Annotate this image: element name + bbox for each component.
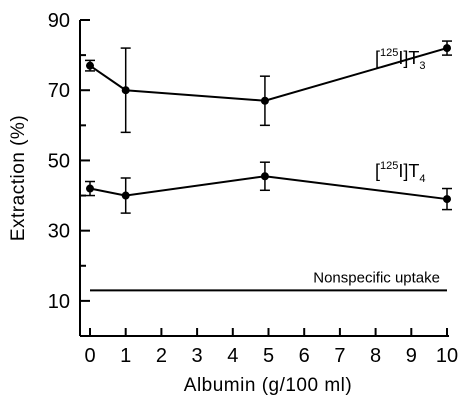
x-tick-label-1: 1 (120, 345, 131, 367)
x-tick-label-6: 6 (299, 345, 310, 367)
series-1-line (89, 47, 448, 102)
series-2-point-3 (443, 195, 451, 204)
series-1-label: [125I]T3 (375, 47, 426, 72)
series-1-point-0 (86, 61, 94, 70)
series-2-line (89, 175, 448, 201)
series-2-point-1 (121, 191, 130, 200)
series-1: [125I]T3 (85, 40, 452, 134)
x-tick-label-2: 2 (156, 345, 167, 367)
nonspecific-uptake-reference: Nonspecific uptake (90, 269, 447, 292)
y-axis-ticks: 10 30 50 70 90 (48, 10, 90, 313)
x-tick-label-8: 8 (370, 345, 381, 367)
y-tick-label-50: 50 (48, 150, 70, 172)
series-2-point-2 (260, 172, 269, 181)
series-1-point-3 (443, 44, 451, 53)
nonspecific-uptake-label: Nonspecific uptake (313, 269, 440, 286)
y-tick-label-10: 10 (48, 291, 70, 313)
x-tick-label-10: 10 (436, 345, 458, 367)
x-tick-label-3: 3 (192, 345, 203, 367)
y-tick-label-70: 70 (48, 80, 70, 102)
series-1-point-1 (121, 86, 130, 95)
x-tick-label-7: 7 (334, 345, 345, 367)
series-2-label: [125I]T4 (375, 160, 426, 185)
series-1-point-2 (260, 96, 269, 105)
y-axis-title: Extraction (%) (8, 115, 29, 241)
series-2-point-0 (86, 184, 94, 193)
x-tick-label-9: 9 (406, 345, 417, 367)
series-layer: [125I]T3 [125I]T4 (85, 40, 452, 214)
x-tick-label-5: 5 (263, 345, 274, 367)
axes: 10 30 50 70 90 0 1 2 3 4 5 6 7 8 9 10 (48, 10, 458, 367)
x-axis-ticks: 0 1 2 3 4 5 6 7 8 9 10 (84, 328, 458, 367)
x-tick-label-0: 0 (84, 345, 95, 367)
y-tick-label-90: 90 (48, 10, 70, 32)
series-2: [125I]T4 (85, 160, 452, 214)
y-tick-label-30: 30 (48, 221, 70, 243)
x-axis-title: Albumin (g/100 ml) (184, 375, 352, 396)
x-tick-label-4: 4 (227, 345, 238, 367)
